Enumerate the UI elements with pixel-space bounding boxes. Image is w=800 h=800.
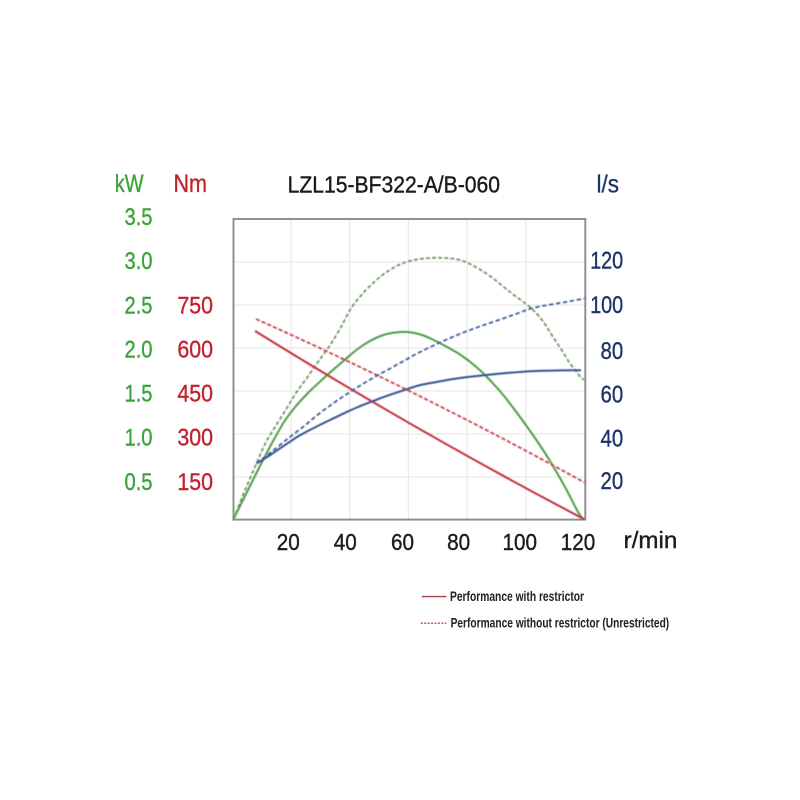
svg-text:100: 100: [503, 529, 538, 555]
svg-text:1.5: 1.5: [125, 381, 153, 408]
svg-text:20: 20: [601, 468, 624, 495]
svg-text:120: 120: [561, 529, 596, 555]
svg-text:150: 150: [177, 469, 213, 496]
svg-text:40: 40: [334, 529, 357, 555]
svg-text:3.5: 3.5: [125, 204, 153, 231]
svg-text:r/min: r/min: [624, 527, 678, 553]
svg-text:0.5: 0.5: [125, 469, 153, 496]
svg-text:kW: kW: [115, 170, 144, 198]
svg-text:LZL15-BF322-A/B-060: LZL15-BF322-A/B-060: [288, 171, 500, 197]
svg-text:80: 80: [447, 529, 470, 555]
svg-text:l/s: l/s: [597, 171, 620, 199]
svg-text:3.0: 3.0: [125, 248, 153, 275]
svg-text:100: 100: [590, 292, 623, 319]
svg-text:1.0: 1.0: [125, 425, 153, 452]
svg-text:2.5: 2.5: [125, 292, 153, 319]
svg-text:40: 40: [601, 426, 624, 453]
svg-text:120: 120: [590, 248, 623, 275]
svg-text:450: 450: [177, 381, 213, 408]
svg-text:600: 600: [177, 337, 213, 364]
svg-text:300: 300: [177, 425, 213, 452]
svg-text:Performance with restrictor: Performance with restrictor: [450, 588, 584, 604]
svg-text:20: 20: [277, 529, 300, 555]
svg-text:60: 60: [391, 529, 414, 555]
svg-text:Performance without restrictor: Performance without restrictor (Unrestri…: [451, 614, 670, 630]
svg-text:80: 80: [601, 338, 624, 365]
svg-text:2.0: 2.0: [125, 337, 153, 364]
svg-text:750: 750: [177, 292, 213, 319]
svg-text:60: 60: [601, 382, 624, 409]
svg-text:Nm: Nm: [174, 170, 208, 198]
